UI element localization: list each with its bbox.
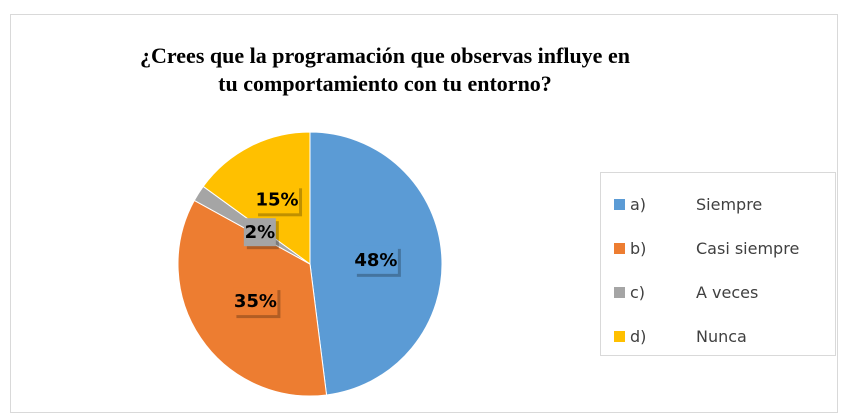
data-label-box bbox=[353, 245, 398, 274]
data-label: 15% bbox=[255, 189, 298, 210]
legend-label: b) Casi siempre bbox=[630, 239, 799, 258]
chart-title: ¿Crees que la programación que observas … bbox=[140, 43, 630, 96]
legend-swatch bbox=[614, 331, 625, 342]
data-label: 48% bbox=[354, 250, 397, 271]
data-label: 2% bbox=[245, 222, 276, 243]
data-label: 35% bbox=[234, 291, 277, 312]
legend-label: d) Nunca bbox=[630, 327, 747, 346]
legend-swatch bbox=[614, 199, 625, 210]
data-label-box bbox=[255, 185, 300, 214]
legend-frame bbox=[600, 172, 836, 356]
legend-label: a) Siempre bbox=[630, 195, 762, 214]
legend-label: c) A veces bbox=[630, 283, 758, 302]
legend-swatch bbox=[614, 287, 625, 298]
data-label-box bbox=[233, 287, 278, 316]
legend-swatch bbox=[614, 243, 625, 254]
data-label-box bbox=[243, 218, 276, 247]
